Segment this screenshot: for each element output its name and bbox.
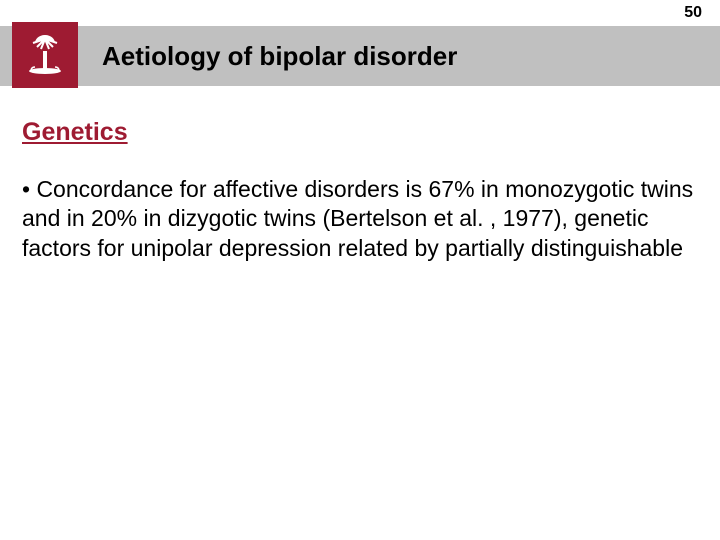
institution-logo xyxy=(12,22,78,88)
page-number: 50 xyxy=(684,4,702,22)
section-heading: Genetics xyxy=(22,118,698,147)
bullet-paragraph: • Concordance for affective disorders is… xyxy=(22,175,698,263)
header-bar: Aetiology of bipolar disorder xyxy=(0,26,720,86)
slide-title: Aetiology of bipolar disorder xyxy=(102,41,457,72)
content-area: Genetics • Concordance for affective dis… xyxy=(22,118,698,263)
palm-tree-icon xyxy=(21,31,69,79)
